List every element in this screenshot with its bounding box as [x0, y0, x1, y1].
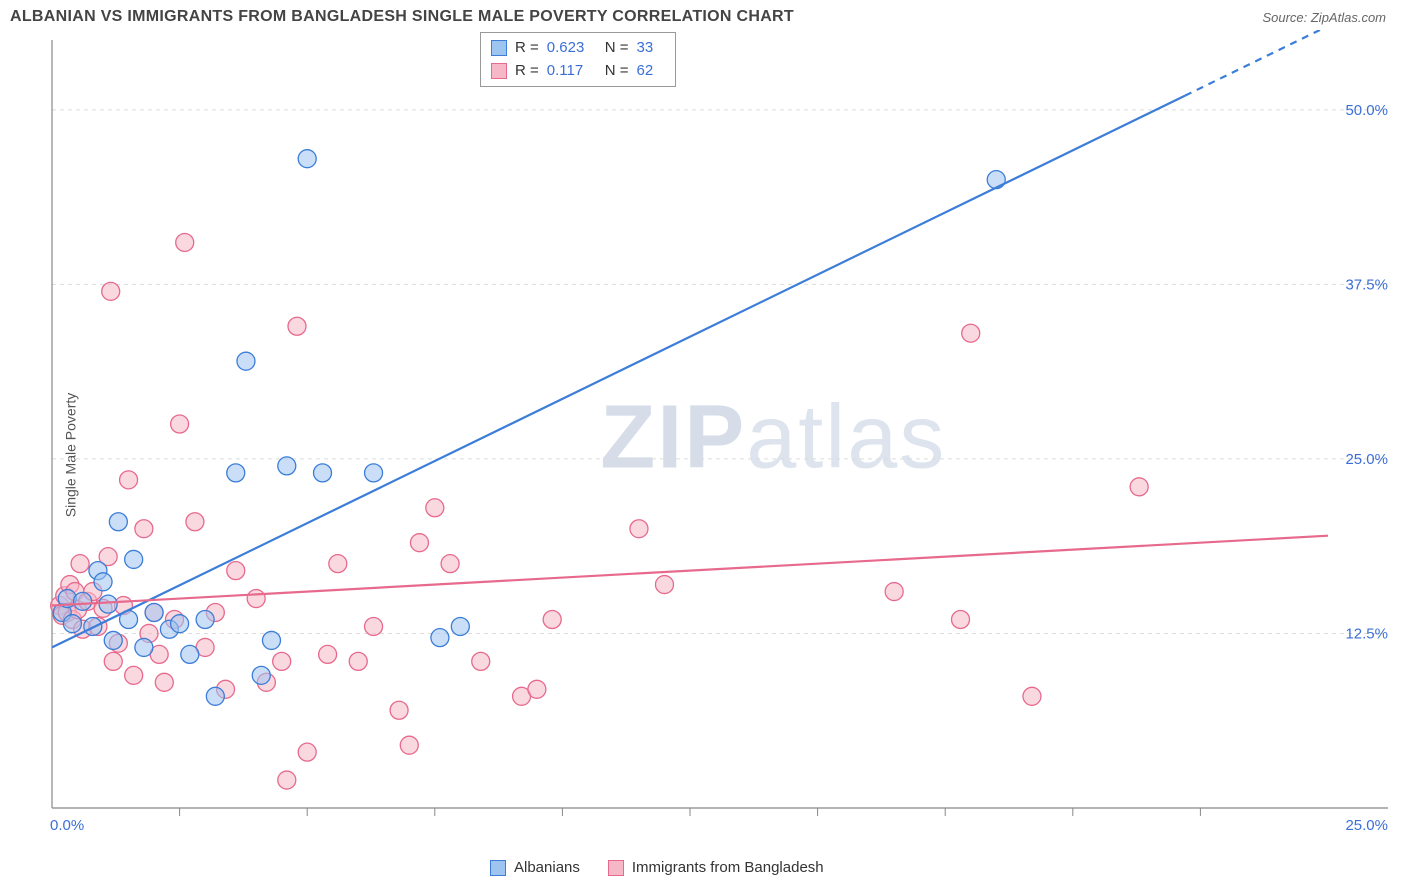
r-label: R =: [515, 60, 539, 83]
data-point: [278, 457, 296, 475]
data-point: [262, 631, 280, 649]
n-value: 62: [637, 60, 665, 83]
legend-item: Albanians: [490, 859, 580, 876]
y-tick-label: 50.0%: [1345, 102, 1388, 119]
r-value: 0.117: [547, 60, 597, 83]
r-label: R =: [515, 37, 539, 60]
n-label: N =: [605, 37, 629, 60]
data-point: [125, 550, 143, 568]
data-point: [962, 324, 980, 342]
data-point: [74, 592, 92, 610]
trend-line-dashed: [1185, 30, 1328, 96]
n-label: N =: [605, 60, 629, 83]
data-point: [319, 645, 337, 663]
scatter-plot: 12.5% 25.0% 37.5% 50.0% 0.0% 25.0%: [48, 30, 1398, 850]
data-point: [104, 652, 122, 670]
y-tick-label: 37.5%: [1345, 276, 1388, 293]
data-point: [135, 638, 153, 656]
data-point: [102, 282, 120, 300]
data-point: [145, 604, 163, 622]
data-point: [426, 499, 444, 517]
data-point: [390, 701, 408, 719]
data-point: [987, 171, 1005, 189]
data-point: [451, 617, 469, 635]
trend-line: [52, 96, 1185, 648]
data-point: [314, 464, 332, 482]
legend-swatch: [491, 40, 507, 56]
r-value: 0.623: [547, 37, 597, 60]
data-point: [298, 150, 316, 168]
data-point: [1130, 478, 1148, 496]
data-point: [181, 645, 199, 663]
data-point: [109, 513, 127, 531]
legend-swatch: [608, 860, 624, 876]
data-point: [472, 652, 490, 670]
data-point: [196, 610, 214, 628]
series-legend: Albanians Immigrants from Bangladesh: [490, 859, 824, 876]
n-value: 33: [637, 37, 665, 60]
data-point: [441, 555, 459, 573]
data-point: [63, 615, 81, 633]
chart-container: Single Male Poverty ZIPatlas 12.5%25.0%3…: [0, 30, 1406, 880]
data-point: [120, 471, 138, 489]
data-point: [171, 415, 189, 433]
data-point: [176, 233, 194, 251]
data-point: [94, 573, 112, 591]
data-point: [186, 513, 204, 531]
legend-stat-row: R = 0.623 N = 33: [491, 37, 665, 60]
y-tick-label: 12.5%: [1345, 625, 1388, 642]
data-point: [528, 680, 546, 698]
data-point: [288, 317, 306, 335]
data-point: [410, 534, 428, 552]
data-point: [171, 615, 189, 633]
data-point: [227, 562, 245, 580]
data-point: [431, 629, 449, 647]
data-point: [630, 520, 648, 538]
x-end-label: 25.0%: [1345, 817, 1388, 834]
data-point: [237, 352, 255, 370]
data-point: [99, 595, 117, 613]
data-point: [125, 666, 143, 684]
chart-title: ALBANIAN VS IMMIGRANTS FROM BANGLADESH S…: [10, 8, 794, 26]
data-point: [329, 555, 347, 573]
source-attribution: Source: ZipAtlas.com: [1262, 10, 1386, 25]
legend-swatch: [490, 860, 506, 876]
data-point: [104, 631, 122, 649]
data-point: [885, 583, 903, 601]
legend-swatch: [491, 63, 507, 79]
data-point: [952, 610, 970, 628]
data-point: [349, 652, 367, 670]
data-point: [1023, 687, 1041, 705]
data-point: [273, 652, 291, 670]
data-point: [655, 576, 673, 594]
data-point: [155, 673, 173, 691]
data-point: [400, 736, 418, 754]
data-point: [71, 555, 89, 573]
data-point: [206, 687, 224, 705]
y-tick-label: 25.0%: [1345, 451, 1388, 468]
data-point: [135, 520, 153, 538]
data-point: [365, 617, 383, 635]
legend-item: Immigrants from Bangladesh: [608, 859, 824, 876]
data-point: [278, 771, 296, 789]
x-origin-label: 0.0%: [50, 817, 84, 834]
data-point: [298, 743, 316, 761]
data-point: [247, 590, 265, 608]
correlation-legend: R = 0.623 N = 33 R = 0.117 N = 62: [480, 32, 676, 87]
legend-stat-row: R = 0.117 N = 62: [491, 60, 665, 83]
data-point: [252, 666, 270, 684]
data-point: [543, 610, 561, 628]
legend-series-name: Immigrants from Bangladesh: [632, 859, 824, 876]
data-point: [365, 464, 383, 482]
legend-series-name: Albanians: [514, 859, 580, 876]
data-point: [227, 464, 245, 482]
